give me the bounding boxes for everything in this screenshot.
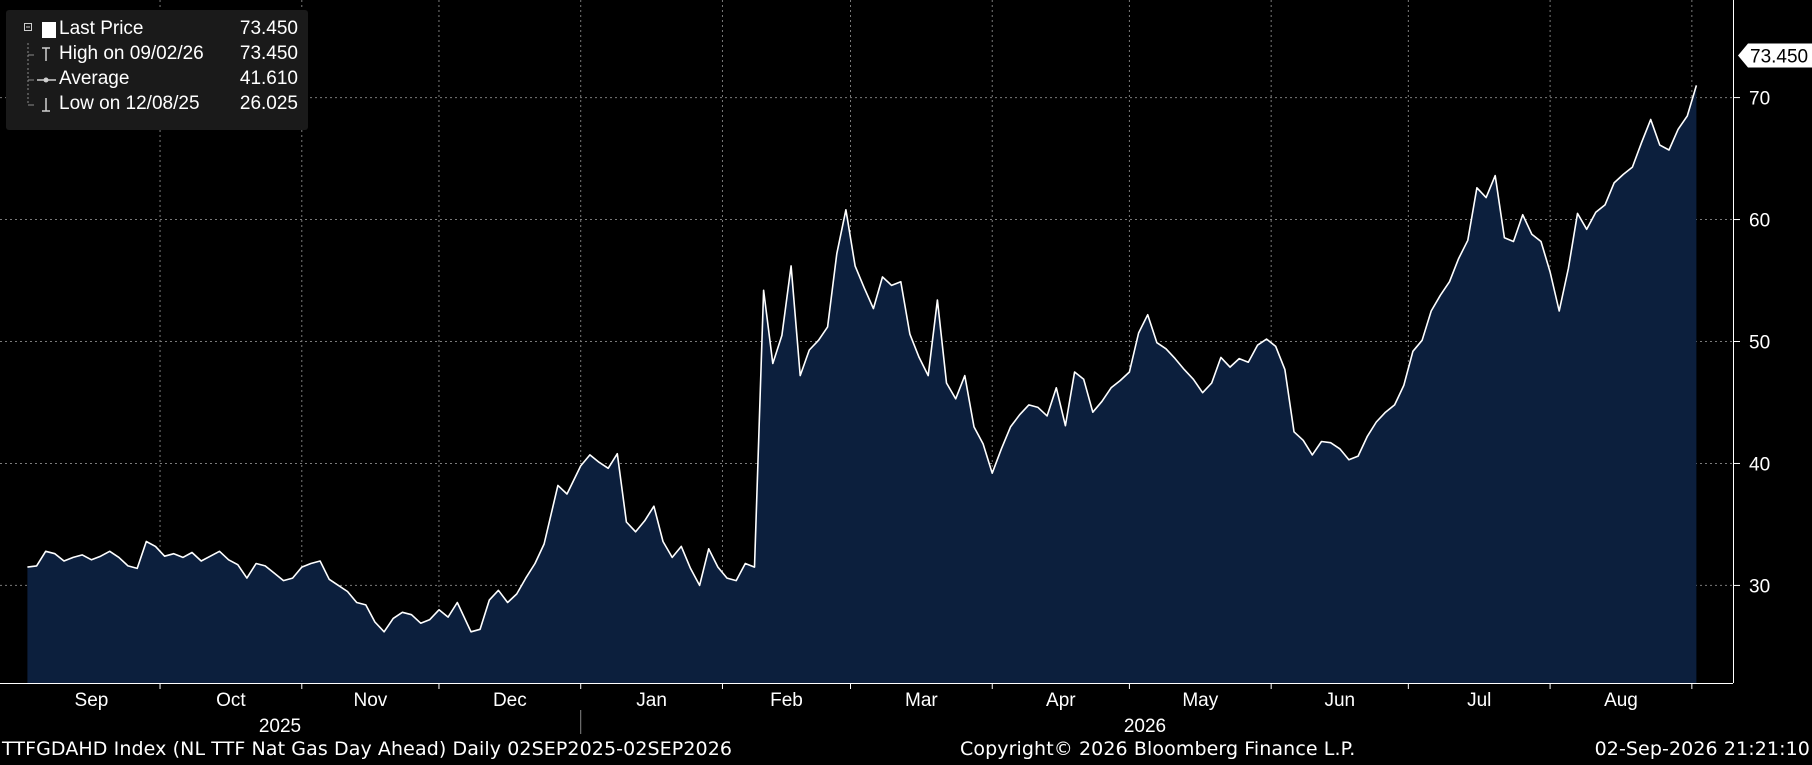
- legend-row-high: High on 09/02/26 73.450: [6, 43, 308, 67]
- x-month-label: May: [1182, 690, 1218, 711]
- x-month-label: Jul: [1467, 690, 1491, 711]
- x-month-label: Feb: [770, 690, 803, 711]
- legend-label: Last Price: [59, 18, 144, 39]
- y-tick-label: 40: [1749, 454, 1770, 475]
- legend-row-last-price: Last Price 73.450: [6, 18, 308, 42]
- x-month-label: Apr: [1046, 690, 1076, 711]
- y-tick-label: 30: [1749, 576, 1770, 597]
- axes: 30 40 50 60 70 Sep Oct Nov Dec Jan Feb Mar Apr May Jun…: [0, 0, 1770, 737]
- legend-row-average: Average 41.610: [6, 68, 308, 92]
- legend-row-low: Low on 12/08/25 26.025: [6, 93, 308, 117]
- average-marker-icon: [27, 68, 56, 92]
- legend-value: 41.610: [239, 68, 298, 89]
- last-price-marker: 73.450: [1738, 43, 1812, 68]
- x-year-label: 2025: [259, 716, 301, 737]
- price-line: [27, 85, 1698, 633]
- legend-value: 73.450: [239, 43, 298, 64]
- high-marker-icon: [27, 43, 50, 67]
- series-layer: [27, 85, 1698, 683]
- x-month-label: Nov: [353, 690, 387, 711]
- y-tick-label: 60: [1749, 211, 1770, 232]
- x-month-label: Sep: [75, 690, 109, 711]
- legend-value: 26.025: [239, 93, 298, 114]
- legend-label: High on 09/02/26: [59, 43, 204, 64]
- x-year-label: 2026: [1124, 716, 1166, 737]
- legend-label: Average: [59, 68, 130, 89]
- y-tick-label: 70: [1749, 89, 1770, 110]
- chart-legend: Last Price 73.450 High on 09/02/26 73.45…: [6, 10, 308, 130]
- x-month-label: Dec: [493, 690, 527, 711]
- footer-security-description: TTFGDAHD Index (NL TTF Nat Gas Day Ahead…: [2, 738, 733, 760]
- last-price-tag-label: 73.450: [1750, 46, 1808, 67]
- price-area-fill: [27, 85, 1697, 683]
- collapse-box-icon: [24, 22, 56, 38]
- footer-timestamp: 02-Sep-2026 21:21:10: [1594, 738, 1810, 760]
- y-tick-label: 50: [1749, 333, 1770, 354]
- x-month-label: Aug: [1604, 690, 1638, 711]
- legend-value: 73.450: [239, 18, 298, 39]
- footer-copyright: Copyright© 2026 Bloomberg Finance L.P.: [960, 738, 1356, 760]
- x-month-label: Oct: [216, 690, 246, 711]
- low-marker-icon: [27, 93, 50, 112]
- x-month-label: Mar: [905, 690, 938, 711]
- last-price-tag: [1738, 43, 1812, 68]
- x-month-label: Jun: [1324, 690, 1355, 711]
- legend-label: Low on 12/08/25: [59, 93, 200, 114]
- x-month-label: Jan: [636, 690, 667, 711]
